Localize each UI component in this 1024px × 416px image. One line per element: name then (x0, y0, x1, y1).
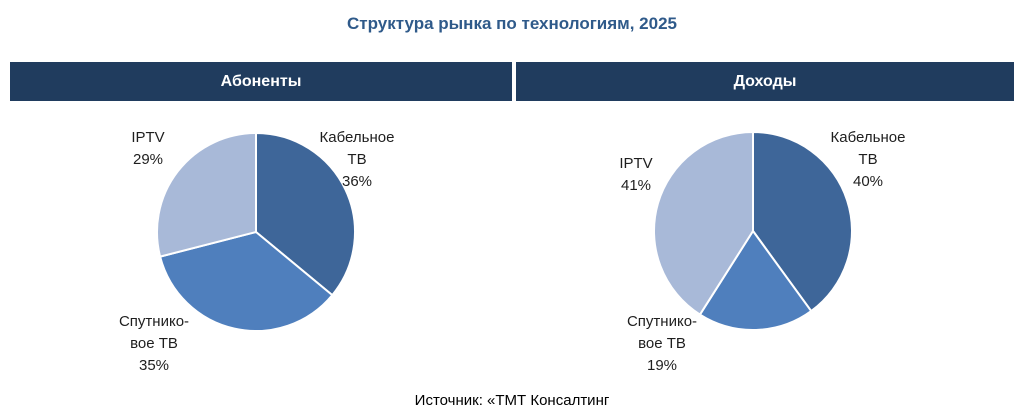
pie-slice-iptv (652, 130, 754, 316)
slice-label-iptv: IPTV 41% (619, 155, 652, 194)
slice-label-cable: Кабельное ТВ 36% (320, 129, 395, 190)
slice-label-satellite: Спутнико-вое ТВ 35% (119, 313, 189, 374)
pie-subscribers: Кабельное ТВ 36% Спутнико-вое ТВ 35% IPTV 29% (119, 129, 394, 374)
panel-header-revenue: Доходы (516, 62, 1014, 101)
slice-label-iptv: IPTV 29% (131, 129, 164, 168)
slice-label-satellite: Спутнико-вое ТВ 19% (627, 313, 697, 374)
pie-slice-cable (255, 131, 356, 297)
chart-title: Структура рынка по технологиям, 2025 (347, 14, 677, 33)
pie-revenue: Кабельное ТВ 40% Спутнико-вое ТВ 19% IPTV 41% (619, 129, 905, 374)
slice-label-cable: Кабельное ТВ 40% (831, 129, 906, 190)
pie-slice-cable (752, 130, 853, 313)
pie-slice-satellite (158, 230, 334, 332)
panel-header-revenue-label: Доходы (733, 72, 797, 90)
pie-slice-iptv (156, 131, 257, 258)
panel-header-subscribers: Абоненты (10, 62, 512, 101)
panel-header-subscribers-label: Абоненты (220, 72, 302, 90)
pie-slice-satellite (698, 229, 813, 331)
source-note: Источник: «ТМТ Консалтинг (414, 392, 610, 409)
